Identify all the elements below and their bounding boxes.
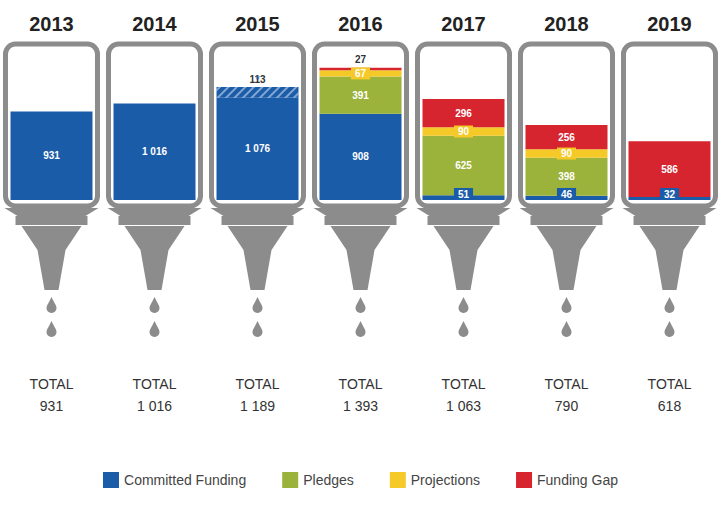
svg-text:90: 90: [458, 126, 470, 137]
svg-text:2013: 2013: [29, 13, 74, 35]
svg-text:296: 296: [455, 108, 472, 119]
svg-text:Pledges: Pledges: [303, 472, 354, 488]
svg-text:Committed Funding: Committed Funding: [124, 472, 246, 488]
svg-text:1 393: 1 393: [343, 398, 378, 414]
svg-text:790: 790: [555, 398, 579, 414]
svg-text:TOTAL: TOTAL: [442, 376, 486, 392]
svg-text:*: *: [255, 73, 260, 87]
svg-text:586: 586: [661, 164, 678, 175]
svg-text:Projections: Projections: [411, 472, 480, 488]
svg-text:27: 27: [355, 54, 367, 65]
svg-text:908: 908: [352, 151, 369, 162]
svg-text:1 063: 1 063: [446, 398, 481, 414]
svg-text:2019: 2019: [647, 13, 692, 35]
svg-text:2017: 2017: [441, 13, 486, 35]
svg-text:51: 51: [458, 189, 470, 200]
svg-text:TOTAL: TOTAL: [30, 376, 74, 392]
svg-text:1 076: 1 076: [245, 143, 270, 154]
svg-text:2014: 2014: [132, 13, 177, 35]
svg-text:391: 391: [352, 90, 369, 101]
svg-text:TOTAL: TOTAL: [648, 376, 692, 392]
svg-text:90: 90: [561, 148, 573, 159]
svg-text:TOTAL: TOTAL: [545, 376, 589, 392]
svg-text:256: 256: [558, 132, 575, 143]
svg-text:1 189: 1 189: [240, 398, 275, 414]
svg-text:1 016: 1 016: [142, 146, 167, 157]
svg-text:TOTAL: TOTAL: [236, 376, 280, 392]
svg-text:2018: 2018: [544, 13, 589, 35]
svg-text:32: 32: [664, 189, 676, 200]
svg-text:398: 398: [558, 171, 575, 182]
svg-text:TOTAL: TOTAL: [339, 376, 383, 392]
svg-text:TOTAL: TOTAL: [133, 376, 177, 392]
svg-text:113: 113: [249, 73, 266, 85]
svg-text:2015: 2015: [235, 13, 280, 35]
svg-text:931: 931: [43, 150, 60, 161]
svg-text:46: 46: [561, 189, 573, 200]
svg-text:67: 67: [355, 68, 367, 79]
svg-text:2016: 2016: [338, 13, 383, 35]
svg-text:625: 625: [455, 160, 472, 171]
svg-text:618: 618: [658, 398, 682, 414]
svg-text:931: 931: [40, 398, 64, 414]
svg-text:1 016: 1 016: [137, 398, 172, 414]
svg-text:Funding Gap: Funding Gap: [537, 472, 618, 488]
